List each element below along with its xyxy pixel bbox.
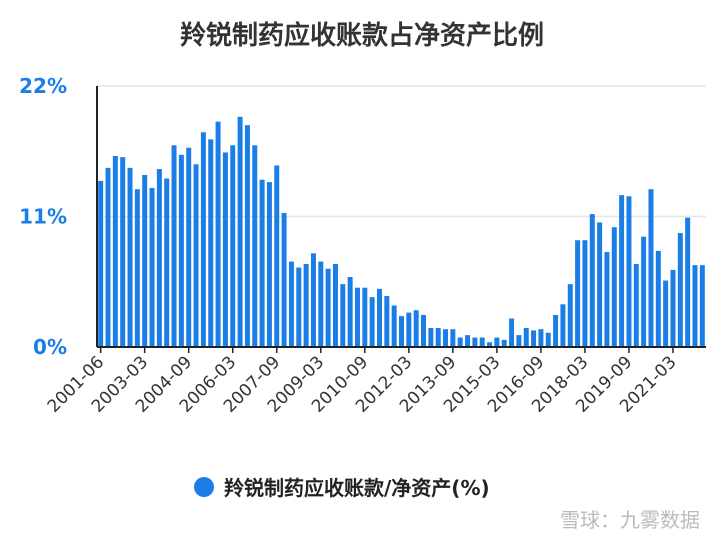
bar [237, 116, 243, 347]
bar [619, 195, 625, 347]
legend-label: 羚锐制药应收账款/净资产(%) [224, 476, 490, 500]
bar [633, 263, 639, 347]
bar [406, 312, 412, 347]
watermark-text: 雪球：九雾数据 [560, 508, 700, 532]
bar [332, 263, 338, 347]
bar [450, 329, 456, 347]
bar [310, 253, 316, 347]
watermark: 雪球：九雾数据 [560, 508, 700, 532]
bar [399, 316, 404, 347]
bar [340, 284, 346, 347]
bar [501, 339, 507, 347]
bar [560, 304, 566, 347]
bar [164, 178, 170, 347]
bar [318, 261, 324, 347]
bar-series [98, 116, 705, 348]
bar [567, 284, 573, 347]
bar [186, 147, 192, 347]
bar [134, 189, 140, 347]
bar [127, 167, 133, 347]
bar [252, 145, 258, 347]
bar [98, 180, 104, 347]
bar [531, 330, 537, 347]
bar [428, 328, 434, 347]
bar [142, 174, 148, 347]
bar [354, 287, 360, 347]
bar [120, 157, 126, 347]
legend-marker [194, 477, 214, 497]
bar [303, 263, 309, 347]
bar [413, 310, 419, 347]
bar [215, 121, 221, 347]
bar [325, 268, 331, 347]
bar [435, 328, 441, 347]
bar [663, 280, 669, 347]
bar [611, 227, 617, 347]
bar [699, 265, 705, 347]
axes [96, 86, 706, 348]
bar [538, 329, 544, 347]
bar [692, 265, 698, 347]
bar [112, 155, 118, 347]
bar [589, 214, 595, 347]
bar [281, 212, 287, 347]
bar [523, 328, 529, 347]
bar [288, 261, 294, 347]
bar [494, 337, 500, 347]
bar [626, 196, 632, 347]
bar [685, 217, 691, 347]
bar [230, 145, 236, 347]
bar [208, 139, 214, 347]
bar [516, 335, 522, 347]
bar [575, 240, 581, 347]
bar [384, 295, 390, 347]
bar [457, 337, 463, 347]
bar [677, 233, 683, 347]
legend: 羚锐制药应收账款/净资产(%) [194, 476, 490, 500]
bar [472, 337, 478, 347]
bar [244, 125, 250, 348]
y-tick-label: 11% [19, 205, 67, 229]
y-tick-label: 0% [33, 335, 67, 359]
bar [362, 287, 368, 347]
x-axis-ticks: 2001-062003-032004-092006-032007-092009-… [44, 347, 681, 417]
bar [171, 145, 177, 347]
bar [487, 342, 493, 347]
chart-title: 羚锐制药应收账款占净资产比例 [180, 20, 544, 51]
bar [655, 250, 661, 347]
bar [193, 164, 199, 347]
y-axis-ticks: 0% 11% 22% [19, 74, 67, 359]
bar [465, 335, 471, 347]
bar [641, 236, 647, 347]
bar [274, 165, 280, 347]
bar [222, 152, 228, 347]
bar [178, 154, 184, 347]
bar [604, 252, 610, 347]
bar [443, 329, 449, 347]
bar [266, 182, 272, 347]
bar [509, 318, 515, 347]
bar [479, 337, 485, 347]
bar [597, 222, 603, 347]
bar [149, 188, 155, 347]
bar [421, 314, 427, 347]
bar [670, 269, 676, 347]
bar [259, 179, 265, 347]
y-tick-label: 22% [19, 74, 67, 98]
bar [391, 305, 397, 347]
bar [648, 189, 654, 347]
bar [376, 288, 382, 347]
bar [105, 167, 111, 347]
bar [347, 277, 353, 347]
bar [369, 297, 375, 347]
bar [156, 169, 162, 347]
bar [545, 332, 551, 347]
bar [553, 314, 559, 347]
bar [582, 240, 588, 347]
bar [296, 267, 302, 347]
bar [200, 132, 206, 347]
